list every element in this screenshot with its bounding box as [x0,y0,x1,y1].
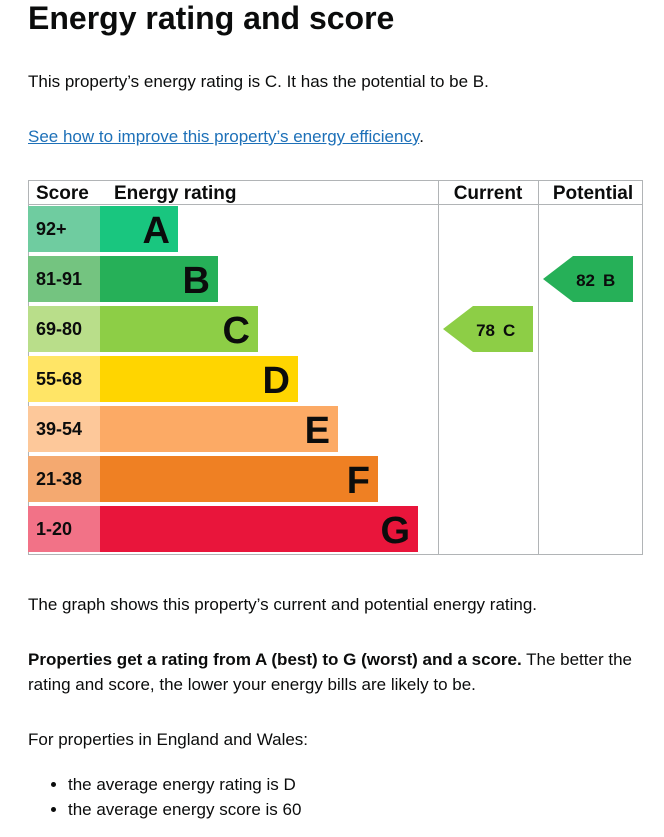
score-cell [28,206,100,252]
score-range: 21-38 [36,469,82,489]
rating-bar [100,356,298,402]
score-range: 81-91 [36,269,82,289]
header: Score [36,183,89,204]
explain: Properties get a rating from A (best) to… [28,647,648,697]
current-score: 78 [476,321,495,340]
header: Current [454,183,523,204]
header: Potential [553,183,633,204]
region: For properties in England and Wales: [28,730,309,749]
explain-rest: The better the rating and score, the low… [28,650,632,694]
score-cell [28,456,100,502]
rating-letter: F [347,460,370,502]
rating-letter: A [143,210,170,252]
potential-arrow [543,256,633,302]
score-range: 39-54 [36,419,82,439]
score-range: 1-20 [36,519,72,539]
rating-letter: G [380,510,410,552]
score-cell [28,306,100,352]
rating-bar [100,256,218,302]
score-cell [28,356,100,402]
rating-bar [100,306,258,352]
rating-bar [100,406,338,452]
score-range: 69-80 [36,319,82,339]
score-range: 55-68 [36,369,82,389]
rating-letter: D [263,360,290,402]
heading: Energy rating and score [28,0,395,36]
link-end: . [419,127,424,146]
potential-score: 82 [576,271,595,290]
improve-link[interactable]: See how to improve this property’s energ… [28,127,420,146]
score-cell [28,256,100,302]
potential-rating: B [603,271,615,290]
link-line: See how to improve this property’s energ… [28,124,424,149]
energy-graph: Score Energy rating Current Potential 92… [28,180,643,555]
score-cell [28,406,100,452]
explain-bold: Properties get a rating from A (best) to… [28,650,522,669]
header: Energy rating [114,183,236,204]
current-arrow [443,306,533,352]
rating-bar [100,506,418,552]
intro: This property’s energy rating is C. It h… [28,72,489,91]
score-cell [28,506,100,552]
rating-letter: C [223,310,250,352]
averages: the average energy rating is Dthe averag… [28,772,301,822]
score-range: 92+ [36,219,67,239]
graph-note: The graph shows this property’s current … [28,595,538,614]
rating-bar [100,456,378,502]
average-item: the average energy rating is D [68,772,301,797]
average-item: the average energy score is 60 [68,797,301,822]
rating-letter: E [305,410,330,452]
rating-letter: B [183,260,210,302]
current-rating: C [503,321,515,340]
rating-bar [100,206,178,252]
